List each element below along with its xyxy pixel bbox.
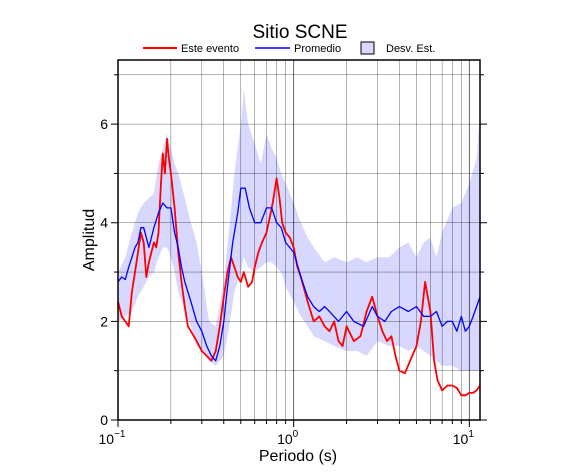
grid-layer (117, 60, 480, 421)
series-line-este-evento (117, 138, 481, 397)
series-layer (117, 138, 481, 397)
x-axis-title: Periodo (s) (259, 448, 337, 465)
y-tick-label: 0 (100, 412, 108, 428)
x-tick-label: 100 (277, 429, 299, 447)
y-tick-labels: 0 2 4 6 (100, 116, 108, 428)
y-tick-label: 6 (100, 116, 108, 132)
tick-layer (111, 74, 487, 427)
x-tick-label: 101 (453, 429, 475, 447)
series-line-promedio (117, 187, 481, 362)
x-tick-labels: 10−1 100 101 (99, 429, 475, 447)
y-axis-title: Amplitud (81, 209, 98, 271)
std-band-layer (118, 89, 480, 371)
legend-label-desv-est: Desv. Est. (386, 43, 435, 55)
legend-swatch-desv-est (360, 41, 375, 55)
y-tick-label: 2 (100, 313, 108, 329)
std-band-area (118, 89, 480, 371)
legend-label-este-evento: Este evento (181, 43, 239, 55)
y-tick-label: 4 (100, 215, 108, 231)
legend-label-promedio: Promedio (294, 43, 341, 55)
plot-frame (117, 59, 481, 421)
chart-title: Sitio SCNE (252, 22, 347, 43)
x-tick-label: 10−1 (99, 429, 126, 447)
legend: Este evento Promedio Desv. Est. (143, 41, 435, 55)
